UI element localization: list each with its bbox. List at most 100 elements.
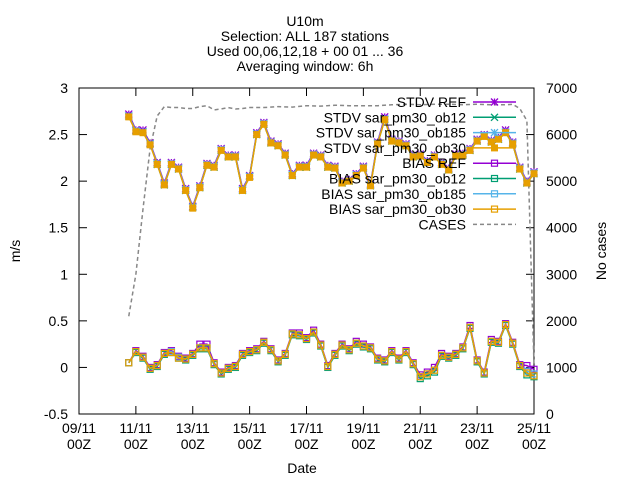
data-point: [231, 362, 240, 371]
marker-box: [437, 351, 446, 359]
y-axis-label: m/s: [7, 240, 23, 263]
data-point: [224, 153, 232, 161]
x-tick-label: 19/11: [346, 420, 380, 436]
marker-box: [530, 372, 538, 380]
data-point: [196, 344, 204, 352]
data-point: [288, 172, 296, 180]
legend-marker: [490, 190, 499, 198]
data-point: [459, 344, 467, 352]
legend-label: BIAS sar_pm30_ob30: [329, 201, 466, 217]
data-point: [174, 354, 183, 362]
marker-box: [139, 353, 147, 361]
title-line: Averaging window: 6h: [237, 58, 374, 74]
marker-box: [246, 173, 254, 181]
data-point: [274, 142, 282, 150]
marker-box: [253, 131, 261, 139]
data-point: [175, 165, 183, 173]
data-point: [239, 186, 247, 194]
marker-box: [523, 369, 531, 377]
series-stdv-ob30: [125, 113, 538, 212]
marker-box: [501, 320, 510, 329]
data-point: [430, 366, 439, 374]
data-point: [494, 135, 502, 143]
y-tick-label: -0.5: [44, 406, 68, 422]
data-point: [160, 349, 168, 358]
data-point: [494, 338, 503, 346]
marker-box: [153, 160, 161, 168]
data-point: [182, 186, 190, 194]
data-point: [139, 353, 147, 361]
data-point: [345, 177, 353, 185]
legend-label: STDV sar_pm30_ob185: [316, 125, 466, 141]
title-line: Selection: ALL 187 stations: [221, 28, 389, 44]
marker-box: [295, 331, 303, 339]
data-point: [317, 153, 325, 161]
marker-box: [516, 165, 524, 173]
marker-box: [281, 151, 289, 159]
data-point: [509, 140, 517, 148]
marker-box: [402, 347, 410, 356]
marker-box: [338, 341, 346, 349]
marker-box: [491, 144, 498, 152]
marker-box: [324, 163, 332, 171]
marker-box: [388, 137, 396, 145]
marker-stroke: [490, 98, 499, 106]
legend-marker: [491, 144, 498, 152]
data-point: [459, 151, 467, 159]
data-point: [331, 164, 339, 172]
marker-box: [516, 361, 524, 370]
data-point: [139, 129, 147, 137]
x-tick-label: 00Z: [181, 436, 206, 452]
data-point: [501, 320, 510, 329]
data-point: [153, 361, 161, 370]
marker-stroke: [490, 113, 499, 122]
marker-box: [288, 172, 296, 180]
legend-label: STDV sar_pm30_ob12: [324, 109, 467, 125]
marker-box: [260, 338, 268, 346]
data-point: [246, 347, 254, 356]
x-tick-label: 00Z: [465, 436, 490, 452]
marker-box: [352, 339, 360, 347]
data-point: [189, 350, 197, 358]
data-point: [317, 341, 325, 349]
legend-marker: [490, 98, 499, 106]
data-point: [146, 364, 154, 372]
data-point: [516, 165, 524, 173]
marker-box: [146, 141, 154, 149]
x-tick-label: 00Z: [294, 436, 319, 452]
y-axis-ticks: -0.5 0 0.5 1 1.5 2 2.5 3: [44, 80, 534, 422]
y2-tick-label: 0: [546, 406, 554, 422]
data-point: [430, 153, 438, 161]
marker-box: [160, 349, 168, 358]
marker-box: [381, 357, 389, 365]
data-point: [217, 369, 225, 377]
data-point: [224, 364, 232, 372]
marker-box: [423, 370, 431, 378]
data-point: [366, 182, 374, 190]
marker-box: [416, 373, 424, 381]
data-point: [452, 152, 460, 160]
marker-box: [182, 186, 190, 194]
data-point: [466, 323, 474, 331]
marker-box: [494, 135, 502, 143]
y2-tick-label: 7000: [546, 80, 577, 96]
data-point: [324, 163, 332, 171]
data-point: [409, 360, 417, 368]
data-point: [167, 160, 175, 168]
marker-box: [345, 177, 353, 185]
y-tick-label: 0: [60, 359, 68, 375]
marker-box: [260, 120, 268, 128]
data-point: [253, 131, 261, 139]
x-tick-label: 00Z: [351, 436, 376, 452]
marker-box: [452, 152, 460, 160]
marker-box: [160, 181, 168, 189]
x-tick-label: 00Z: [238, 436, 263, 452]
data-point: [331, 350, 339, 358]
y2-axis-label: No cases: [593, 222, 609, 280]
data-point: [310, 328, 318, 336]
data-point: [345, 346, 353, 354]
data-point: [203, 344, 211, 352]
title-line: U10m: [286, 13, 323, 29]
